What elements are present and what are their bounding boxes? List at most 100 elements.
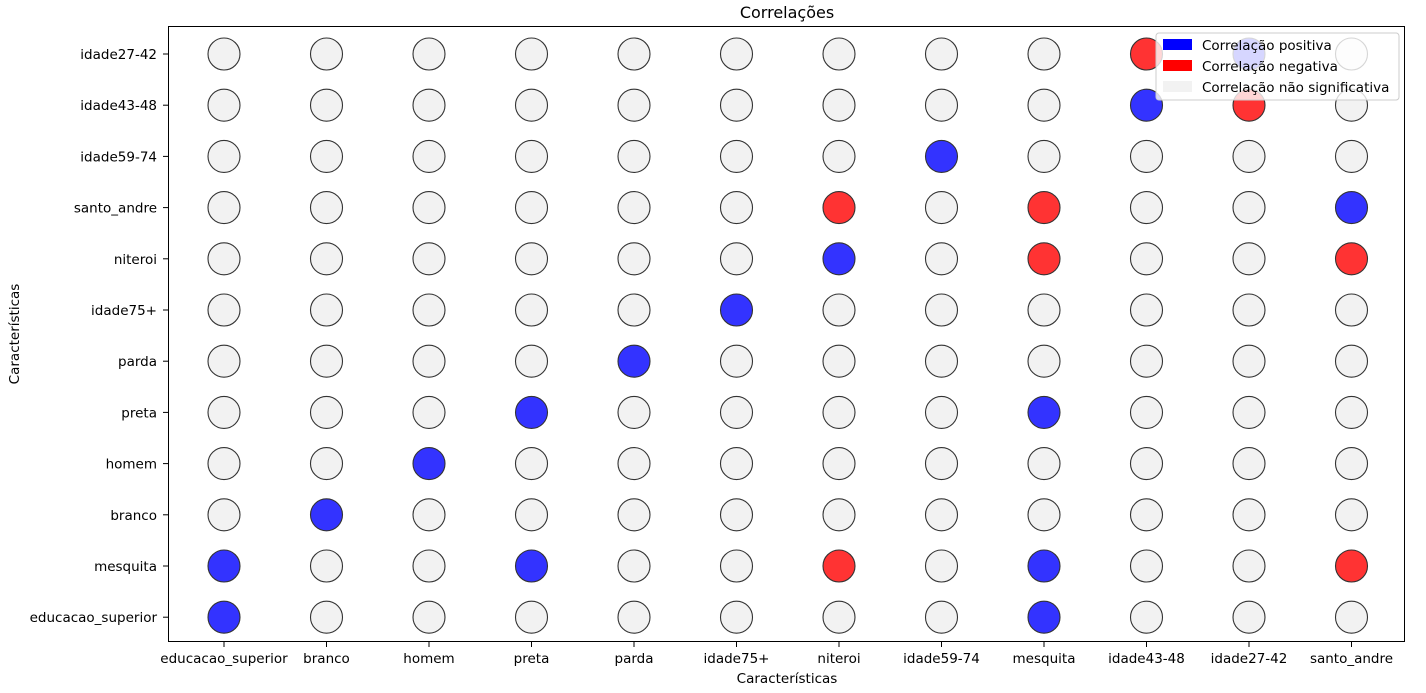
point-niteroi-niteroi [822,242,856,276]
chart-title: Correlações [740,3,834,22]
point-mesquita-idade59-74 [1027,139,1061,173]
y-tick-label: branco [110,508,157,524]
point-branco-mesquita [309,549,344,583]
x-tick-label: educacao_superior [160,651,288,667]
point-preta-niteroi [514,242,549,276]
point-educacao_superior-idade59-74 [207,139,241,173]
point-parda-branco [617,498,651,532]
point-santo_andre-parda [1334,344,1369,378]
point-parda-idade75+ [617,293,651,327]
point-idade75+-preta [719,395,754,429]
point-idade59-74-santo_andre [924,191,959,225]
point-mesquita-santo_andre [1027,191,1061,225]
point-homem-preta [412,395,446,429]
point-idade27-42-preta [1232,395,1266,429]
point-santo_andre-idade59-74 [1334,139,1369,173]
point-idade27-42-educacao_superior [1232,600,1266,634]
point-idade27-42-mesquita [1232,549,1266,583]
point-educacao_superior-preta [207,395,241,429]
y-axis: educacao_superior mesquita branco homem pret… [30,47,168,626]
point-educacao_superior-idade43-48 [207,88,241,122]
point-mesquita-educacao_superior [1027,600,1061,634]
point-idade43-48-idade43-48 [1129,88,1164,122]
point-educacao_superior-branco [207,498,241,532]
point-parda-educacao_superior [617,600,651,634]
x-axis: educacao_superior branco homem preta parda id… [160,642,1393,667]
point-preta-homem [514,447,549,481]
point-idade75+-idade75+ [719,293,754,327]
point-niteroi-santo_andre [822,191,856,225]
point-santo_andre-educacao_superior [1334,600,1369,634]
y-tick-label: idade43-48 [80,98,157,114]
x-axis-label: Características [737,671,838,687]
point-idade43-48-mesquita [1129,549,1164,583]
point-niteroi-idade27-42 [822,37,856,71]
point-branco-santo_andre [309,191,344,225]
point-mesquita-homem [1027,447,1061,481]
point-preta-idade43-48 [514,88,549,122]
point-branco-idade43-48 [309,88,344,122]
point-niteroi-educacao_superior [822,600,856,634]
point-idade59-74-idade43-48 [924,88,959,122]
point-parda-mesquita [617,549,651,583]
x-tick-label: idade43-48 [1108,651,1185,667]
point-mesquita-idade75+ [1027,293,1061,327]
point-niteroi-branco [822,498,856,532]
point-preta-branco [514,498,549,532]
point-idade43-48-branco [1129,498,1164,532]
point-idade59-74-homem [924,447,959,481]
y-tick-label: mesquita [94,559,157,575]
point-parda-parda [617,344,651,378]
point-idade43-48-idade75+ [1129,293,1164,327]
point-mesquita-mesquita [1027,549,1061,583]
point-educacao_superior-mesquita [207,549,241,583]
point-idade27-42-niteroi [1232,242,1266,276]
point-niteroi-mesquita [822,549,856,583]
y-axis-label: Características [7,284,23,385]
point-idade75+-parda [719,344,754,378]
point-mesquita-idade43-48 [1027,88,1061,122]
point-idade27-42-idade59-74 [1232,139,1266,173]
point-idade59-74-educacao_superior [924,600,959,634]
point-idade43-48-parda [1129,344,1164,378]
point-preta-idade27-42 [514,37,549,71]
point-branco-idade59-74 [309,139,344,173]
point-homem-homem [412,447,446,481]
point-homem-branco [412,498,446,532]
point-branco-idade27-42 [309,37,344,71]
point-niteroi-homem [822,447,856,481]
point-idade59-74-preta [924,395,959,429]
point-idade27-42-branco [1232,498,1266,532]
legend-box [1155,32,1400,101]
point-idade27-42-idade75+ [1232,293,1266,327]
point-idade43-48-homem [1129,447,1164,481]
point-idade43-48-niteroi [1129,242,1164,276]
x-tick-label: preta [514,651,550,667]
x-tick-label: idade27-42 [1211,651,1288,667]
x-tick-label: homem [403,651,454,667]
point-educacao_superior-idade27-42 [207,37,241,71]
point-idade75+-mesquita [719,549,754,583]
point-santo_andre-niteroi [1334,242,1369,276]
point-santo_andre-santo_andre [1334,191,1369,225]
point-homem-idade75+ [412,293,446,327]
legend-swatch [1163,39,1192,50]
point-branco-parda [309,344,344,378]
point-niteroi-idade43-48 [822,88,856,122]
point-santo_andre-preta [1334,395,1369,429]
legend-label: Correlação não significativa [1202,80,1389,96]
point-educacao_superior-homem [207,447,241,481]
point-educacao_superior-educacao_superior [207,600,241,634]
point-mesquita-niteroi [1027,242,1061,276]
y-tick-label: idade27-42 [80,47,157,63]
point-parda-idade43-48 [617,88,651,122]
point-santo_andre-idade75+ [1334,293,1369,327]
legend: Correlação positiva Correlação negativa Co… [1155,32,1400,101]
point-parda-idade27-42 [617,37,651,71]
point-mesquita-parda [1027,344,1061,378]
point-homem-santo_andre [412,191,446,225]
point-homem-idade59-74 [412,139,446,173]
point-niteroi-idade75+ [822,293,856,327]
point-educacao_superior-parda [207,344,241,378]
